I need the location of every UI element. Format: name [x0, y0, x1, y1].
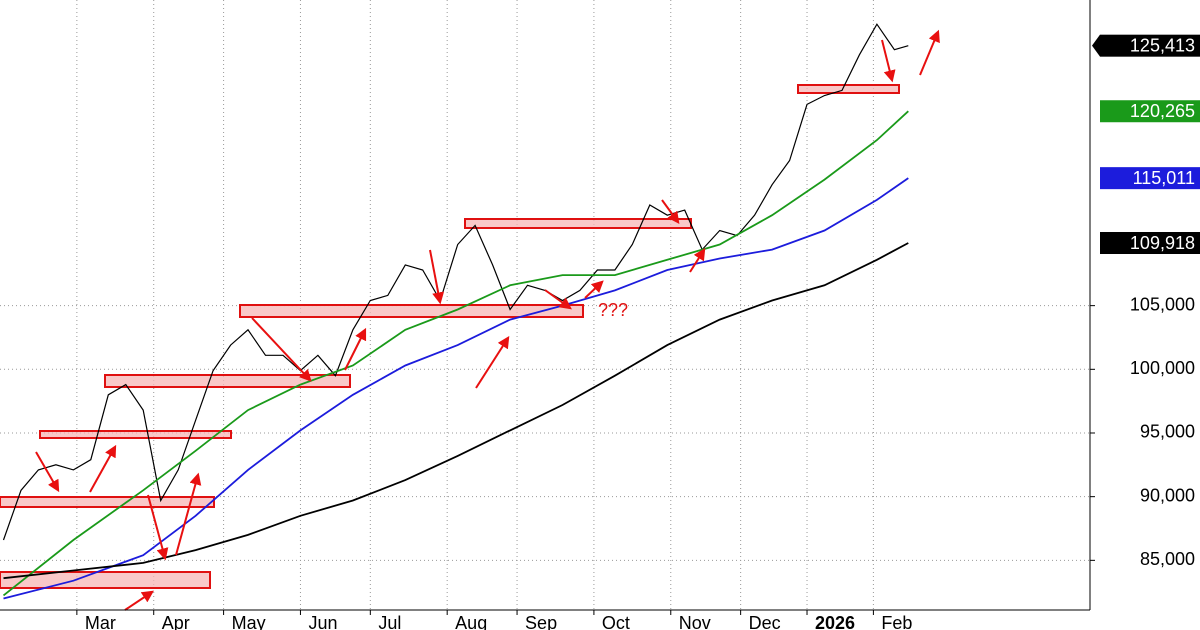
last-value-box [1100, 232, 1200, 255]
zone [797, 84, 900, 94]
arrow [661, 199, 680, 224]
arrow [89, 444, 117, 493]
x-tick-label: May [232, 613, 266, 630]
series [2, 23, 909, 600]
arrow [584, 280, 604, 299]
last-value-label: 120,265 [1130, 101, 1195, 121]
zone [0, 571, 211, 589]
arrow [429, 249, 445, 305]
zone [239, 304, 584, 318]
arrow [251, 317, 312, 382]
arrow [689, 247, 706, 273]
x-tick-label: 2026 [815, 613, 855, 630]
zones [0, 84, 900, 589]
last-value-box [1100, 100, 1200, 123]
zone [104, 374, 351, 388]
arrow [124, 590, 154, 611]
x-tick-label: Apr [162, 613, 190, 630]
y-tick-label: 85,000 [1140, 549, 1195, 569]
series-line [3, 242, 909, 580]
x-tick-label: Aug [455, 613, 487, 630]
arrow [544, 289, 572, 310]
arrow [35, 451, 60, 493]
series-line [3, 177, 909, 600]
x-tick-label: Feb [881, 613, 912, 630]
x-tick-label: Sep [525, 613, 557, 630]
x-tick-label: Dec [749, 613, 781, 630]
y-tick-label: 90,000 [1140, 485, 1195, 505]
labels: 85,000 90,000 95,000 100,000 105,000 Mar Apr Ma… [76, 34, 1200, 630]
x-tick-label: Oct [602, 613, 630, 630]
zone [0, 496, 215, 508]
last-value-label: 109,918 [1130, 233, 1195, 253]
y-tick-label: 105,000 [1130, 294, 1195, 314]
x-tick-label: Jul [378, 613, 401, 630]
zone [464, 218, 692, 229]
arrow [881, 39, 896, 83]
arrow [175, 472, 202, 556]
last-value-box [1100, 34, 1200, 57]
last-value-label: 115,011 [1133, 168, 1195, 188]
annotation: ??? [598, 300, 628, 320]
arrow [344, 327, 367, 371]
y-tick-label: 100,000 [1130, 358, 1195, 378]
series-line [2, 23, 909, 541]
x-tick-label: Mar [85, 613, 116, 630]
arrow [919, 29, 940, 76]
last-value-box [1100, 167, 1200, 190]
x-tick-label: Jun [308, 613, 337, 630]
zone [39, 430, 232, 439]
x-tick-label: Nov [679, 613, 711, 630]
arrow [475, 335, 510, 389]
arrows [35, 29, 940, 611]
y-tick-label: 95,000 [1140, 422, 1195, 442]
arrow [147, 494, 169, 561]
last-value-label: 125,413 [1130, 35, 1195, 55]
last-value-pointer [1092, 34, 1100, 57]
series-line [2, 110, 909, 597]
